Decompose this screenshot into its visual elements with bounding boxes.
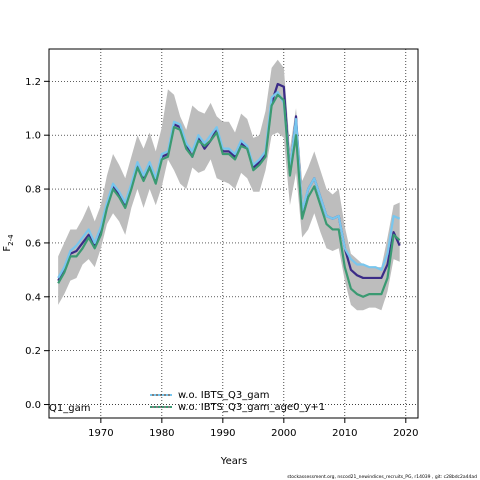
y-axis-title-main: F (2, 246, 13, 252)
x-tick-label: 2010 (332, 428, 357, 439)
y-tick-label: 0.8 (25, 185, 41, 196)
y-tick-label: 1.0 (25, 131, 41, 142)
x-tick-label: 1990 (210, 428, 235, 439)
x-tick-label: 2000 (271, 428, 296, 439)
x-tick-label: 2020 (393, 428, 418, 439)
footer-note: stockassessment.org, nscod21_newindices_… (287, 474, 477, 480)
series-line-3 (57, 93, 401, 298)
y-axis-title: F2-4 (2, 234, 15, 252)
confidence-band-layer (58, 59, 400, 311)
axes: 1970 1980 1990 2000 2010 2020 0.0 0.2 0.4 0.6 0.8 1… (25, 77, 418, 439)
y-tick-label: 0.4 (25, 292, 41, 303)
y-tick-label: 0.0 (25, 400, 41, 411)
corner-label: Q1_gam (49, 403, 90, 414)
y-tick-label: 0.6 (25, 238, 41, 249)
series-lines-layer (57, 82, 401, 298)
x-tick-label: 1970 (88, 428, 113, 439)
x-axis-title: Years (220, 456, 247, 467)
y-tick-label: 0.2 (25, 346, 41, 357)
plot-frame (48, 48, 419, 419)
legend-label-series-2: w.o. IBTS_Q3_gam (178, 390, 269, 401)
series-line-2 (57, 90, 401, 279)
y-axis-title-subscript: 2-4 (7, 234, 15, 246)
confidence-band (58, 59, 400, 311)
legend: w.o. IBTS_Q3_gam w.o. IBTS_Q3_gam_age0_y… (150, 390, 325, 413)
y-tick-label: 1.2 (25, 77, 41, 88)
legend-label-series-3: w.o. IBTS_Q3_gam_age0_y+1 (178, 402, 325, 413)
x-tick-label: 1980 (149, 428, 174, 439)
